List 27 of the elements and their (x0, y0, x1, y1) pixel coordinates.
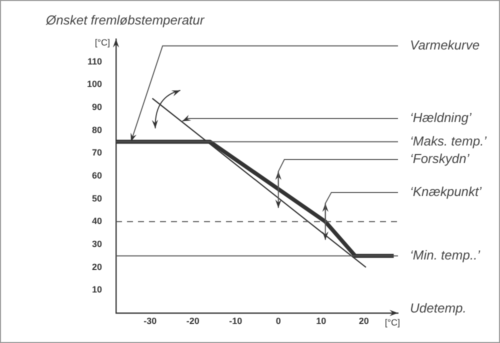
x-tick-label: -20 (186, 316, 200, 326)
y-tick-label: 40 (92, 216, 102, 226)
y-tick-label: 10 (92, 284, 102, 295)
annotation: ‘Hældning’ (410, 110, 473, 126)
y-tick-label: 60 (92, 170, 102, 180)
y-tick-label: 110 (87, 56, 102, 66)
ref-line-label: ‘Min. temp..’ (410, 248, 482, 263)
annotation: Varmekurve (410, 37, 480, 52)
x-tick-label: 0 (276, 316, 281, 326)
y-axis-title: Ønsket fremløbstemperatur (45, 12, 205, 28)
y-tick-label: 100 (86, 79, 102, 90)
x-axis-title: Udetemp. (410, 300, 466, 316)
x-tick-label: -10 (229, 316, 242, 326)
x-tick-label: -30 (144, 316, 157, 326)
y-tick-label: 30 (92, 238, 102, 249)
y-tick-label: 20 (92, 262, 102, 272)
ref-line-label: ‘Maks. temp.’ (410, 133, 488, 148)
text: [°C] (94, 37, 110, 48)
text: [°C] (384, 317, 400, 328)
y-tick-label: 70 (92, 148, 102, 158)
annotation: ‘Knækpunkt’ (410, 184, 483, 200)
y-tick-label: 90 (92, 102, 102, 112)
annotation: ‘Forskydn’ (410, 151, 470, 166)
y-tick-label: 80 (92, 124, 102, 135)
x-tick-label: 10 (316, 316, 326, 326)
y-tick-label: 50 (92, 193, 102, 204)
x-tick-label: 20 (358, 316, 369, 326)
